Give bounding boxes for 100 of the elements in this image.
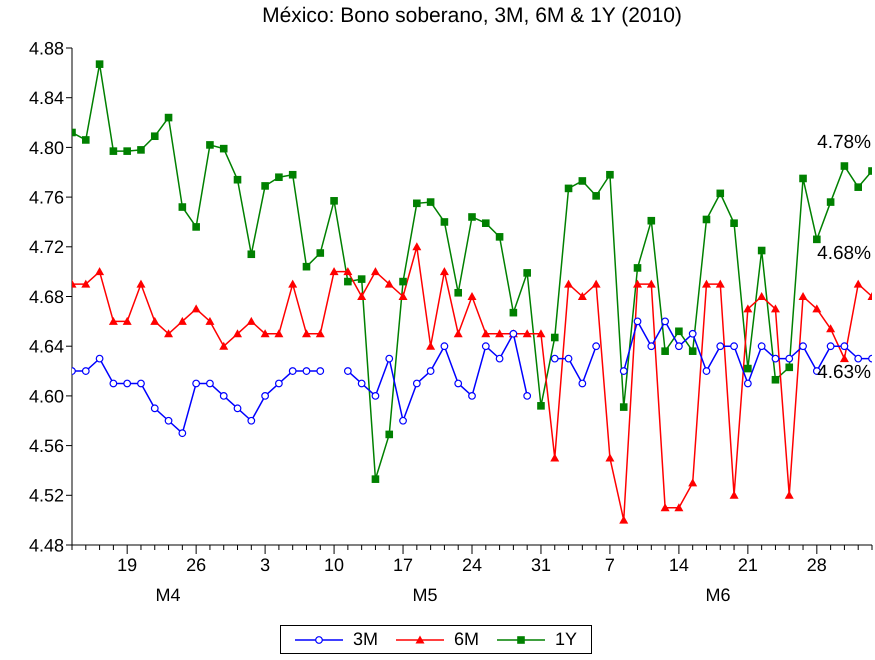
point (840, 342, 848, 350)
point (826, 198, 834, 206)
point (854, 183, 862, 191)
point (523, 392, 532, 400)
point (854, 354, 862, 363)
point (798, 292, 808, 300)
point (772, 376, 780, 384)
point (454, 380, 462, 388)
point (772, 354, 780, 363)
point (702, 280, 711, 288)
point (648, 216, 656, 225)
point (358, 275, 366, 283)
point (81, 280, 90, 288)
point (620, 367, 628, 375)
point (785, 364, 794, 372)
point (412, 242, 422, 250)
point (412, 380, 421, 388)
point (799, 174, 807, 182)
point (274, 329, 284, 338)
point (468, 392, 476, 400)
annotation: 4.78% (817, 132, 871, 154)
point (316, 249, 324, 257)
point (385, 354, 394, 363)
point (288, 367, 297, 375)
point (660, 503, 670, 512)
point (248, 250, 256, 258)
y-tick-label: 4.88 (28, 38, 64, 58)
point (537, 402, 545, 410)
y-tick-label: 4.52 (28, 486, 64, 506)
point (758, 342, 766, 350)
x-tick-label: 19 (117, 555, 138, 575)
point (481, 329, 490, 338)
y-tick-label: 4.72 (28, 237, 64, 258)
point (688, 478, 698, 486)
point (399, 278, 407, 286)
point (758, 246, 766, 254)
legend-label: 1Y (555, 629, 578, 650)
point (426, 367, 435, 375)
point (178, 316, 187, 325)
point (234, 176, 242, 184)
point (219, 342, 228, 350)
x-tick-label: 3 (260, 555, 270, 575)
point (426, 198, 434, 206)
point (302, 329, 311, 338)
point (564, 280, 574, 288)
point (674, 342, 683, 350)
x-tick-label: 10 (324, 555, 344, 575)
point (109, 380, 118, 388)
point (592, 192, 600, 200)
legend-label: 3M (352, 629, 378, 650)
point (744, 380, 752, 388)
y-tick-label: 4.84 (28, 88, 64, 108)
point (688, 347, 696, 355)
point (220, 144, 228, 152)
x-tick-label: 26 (186, 555, 206, 575)
point (205, 316, 214, 325)
point (385, 430, 394, 438)
point (592, 280, 601, 288)
point (357, 292, 366, 300)
point (220, 392, 228, 400)
legend-label: 6M (454, 629, 479, 650)
point (854, 280, 863, 288)
point (233, 329, 242, 338)
annotation: 4.63% (817, 362, 871, 384)
point (344, 367, 352, 375)
point (730, 342, 738, 350)
x-tick-label: 14 (668, 555, 689, 575)
point (634, 264, 642, 272)
point (108, 316, 118, 325)
point (536, 329, 546, 338)
point (246, 316, 256, 325)
point (302, 367, 310, 375)
point (178, 429, 186, 438)
point (468, 213, 476, 221)
point (330, 267, 339, 276)
point (343, 267, 352, 276)
point (840, 354, 849, 362)
point (770, 304, 780, 312)
point (178, 203, 186, 211)
x-tick-label: 21 (738, 555, 758, 575)
text: M6 (705, 585, 731, 606)
point (164, 114, 172, 122)
point (206, 141, 214, 149)
point (730, 219, 738, 227)
point (302, 262, 310, 270)
point (634, 317, 642, 326)
annotation: 4.68% (817, 243, 871, 265)
point (592, 342, 600, 350)
point (785, 354, 794, 363)
x-tick-label: 17 (393, 555, 414, 575)
point (564, 184, 572, 192)
point (192, 380, 200, 388)
point (150, 132, 159, 140)
y-tick-label: 4.76 (28, 187, 64, 208)
point (647, 342, 656, 350)
point (399, 416, 407, 425)
y-tick-label: 4.60 (28, 386, 64, 406)
point (688, 330, 697, 338)
point (123, 147, 131, 155)
point (247, 416, 256, 425)
